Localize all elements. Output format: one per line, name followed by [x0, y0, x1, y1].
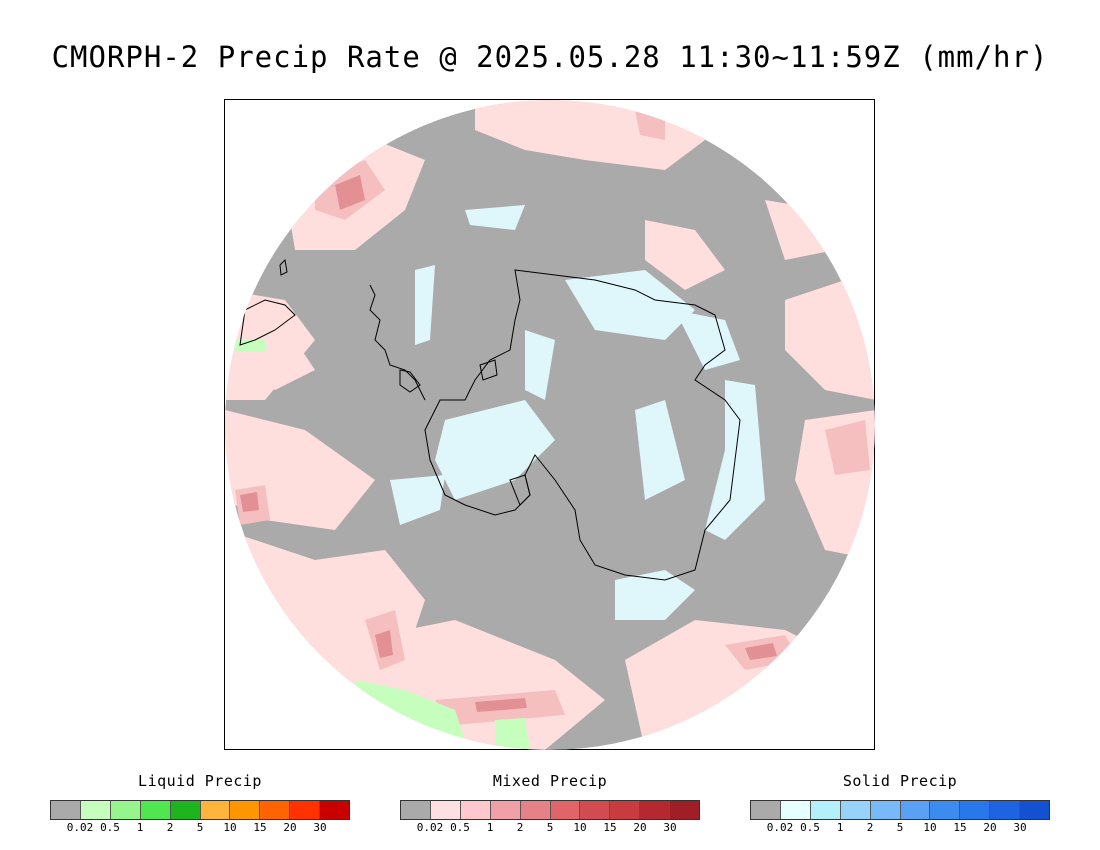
legend-tick-label: 0.02	[416, 821, 444, 834]
legend-color-bar	[400, 800, 700, 820]
legend-title: Liquid Precip	[138, 772, 262, 790]
legend-tick-label: 30	[1013, 821, 1027, 834]
legend-swatch	[900, 801, 931, 819]
legend-tick-label: 0.02	[66, 821, 94, 834]
legend-swatch	[840, 801, 871, 819]
legend-swatch	[230, 801, 261, 819]
legend-swatch	[290, 801, 321, 819]
legend-swatch	[460, 801, 491, 819]
precip-map	[225, 100, 875, 750]
legend-tick-labels: 0.02 0.5 1 2 5 10 15 20 30	[400, 821, 700, 837]
legend-tick-labels: 0.02 0.5 1 2 5 10 15 20 30	[750, 821, 1050, 837]
legend-swatch	[870, 801, 901, 819]
legend-tick-label: 2	[166, 821, 174, 834]
legend-swatch	[170, 801, 201, 819]
legend-tick-label: 1	[836, 821, 844, 834]
solid-precip-light-areas	[390, 205, 765, 620]
legend-tick-label: 15	[953, 821, 967, 834]
legend-swatch	[810, 801, 841, 819]
legend-tick-label: 2	[516, 821, 524, 834]
legend-swatch	[490, 801, 521, 819]
legend-swatch	[401, 801, 431, 819]
legend-swatch	[51, 801, 81, 819]
legend-tick-label: 0.02	[766, 821, 794, 834]
legend-swatch	[140, 801, 171, 819]
legend-tick-label: 0.5	[100, 821, 120, 834]
legend-swatch	[550, 801, 581, 819]
legend-swatch	[610, 801, 641, 819]
legend-tick-label: 15	[253, 821, 267, 834]
legend-tick-label: 10	[573, 821, 587, 834]
legend-swatch	[990, 801, 1021, 819]
legend-tick-label: 20	[983, 821, 997, 834]
legend-tick-label: 30	[313, 821, 327, 834]
legend-tick-labels: 0.02 0.5 1 2 5 10 15 20 30	[50, 821, 350, 837]
antarctica-coastline	[239, 258, 741, 581]
legend-tick-label: 10	[223, 821, 237, 834]
legend-tick-label: 2	[866, 821, 874, 834]
legend-swatch	[110, 801, 141, 819]
legend-mixed: Mixed Precip 0.02 0.5 1 2 5 10 15 20 30	[400, 772, 700, 837]
legend-title: Solid Precip	[842, 772, 958, 790]
legend-swatch	[520, 801, 551, 819]
legend-swatch	[670, 801, 700, 819]
legend-swatch	[751, 801, 781, 819]
legend-swatch	[960, 801, 991, 819]
legend-swatch	[260, 801, 291, 819]
legend-tick-label: 20	[283, 821, 297, 834]
legend-swatch	[780, 801, 811, 819]
legend-tick-label: 0.5	[450, 821, 470, 834]
legend-tick-label: 15	[603, 821, 617, 834]
map-title: CMORPH-2 Precip Rate @ 2025.05.28 11:30~…	[51, 40, 1049, 74]
legend-swatch	[200, 801, 231, 819]
legend-solid: Solid Precip 0.02 0.5 1 2 5 10 15 20 30	[750, 772, 1050, 837]
legend-tick-label: 20	[633, 821, 647, 834]
legend-tick-label: 30	[663, 821, 677, 834]
legend-tick-label: 10	[923, 821, 937, 834]
legend-swatch	[640, 801, 671, 819]
legend-swatch	[1020, 801, 1050, 819]
mixed-precip-heavy-areas	[240, 175, 777, 712]
legend-color-bar	[50, 800, 350, 820]
legend-swatch	[320, 801, 350, 819]
legend-swatch	[430, 801, 461, 819]
legend-swatch	[80, 801, 111, 819]
legend-title: Mixed Precip	[492, 772, 608, 790]
legend-liquid: Liquid Precip 0.02 0.5 1 2 5 10 15 20 30	[50, 772, 350, 837]
legend-tick-label: 5	[896, 821, 904, 834]
legend-tick-label: 5	[546, 821, 554, 834]
legend-tick-label: 1	[486, 821, 494, 834]
legend-swatch	[930, 801, 961, 819]
legend-tick-label: 5	[196, 821, 204, 834]
legend-tick-label: 0.5	[800, 821, 820, 834]
legend-tick-label: 1	[136, 821, 144, 834]
legend-swatch	[580, 801, 611, 819]
map-frame	[224, 99, 875, 750]
legend-color-bar	[750, 800, 1050, 820]
